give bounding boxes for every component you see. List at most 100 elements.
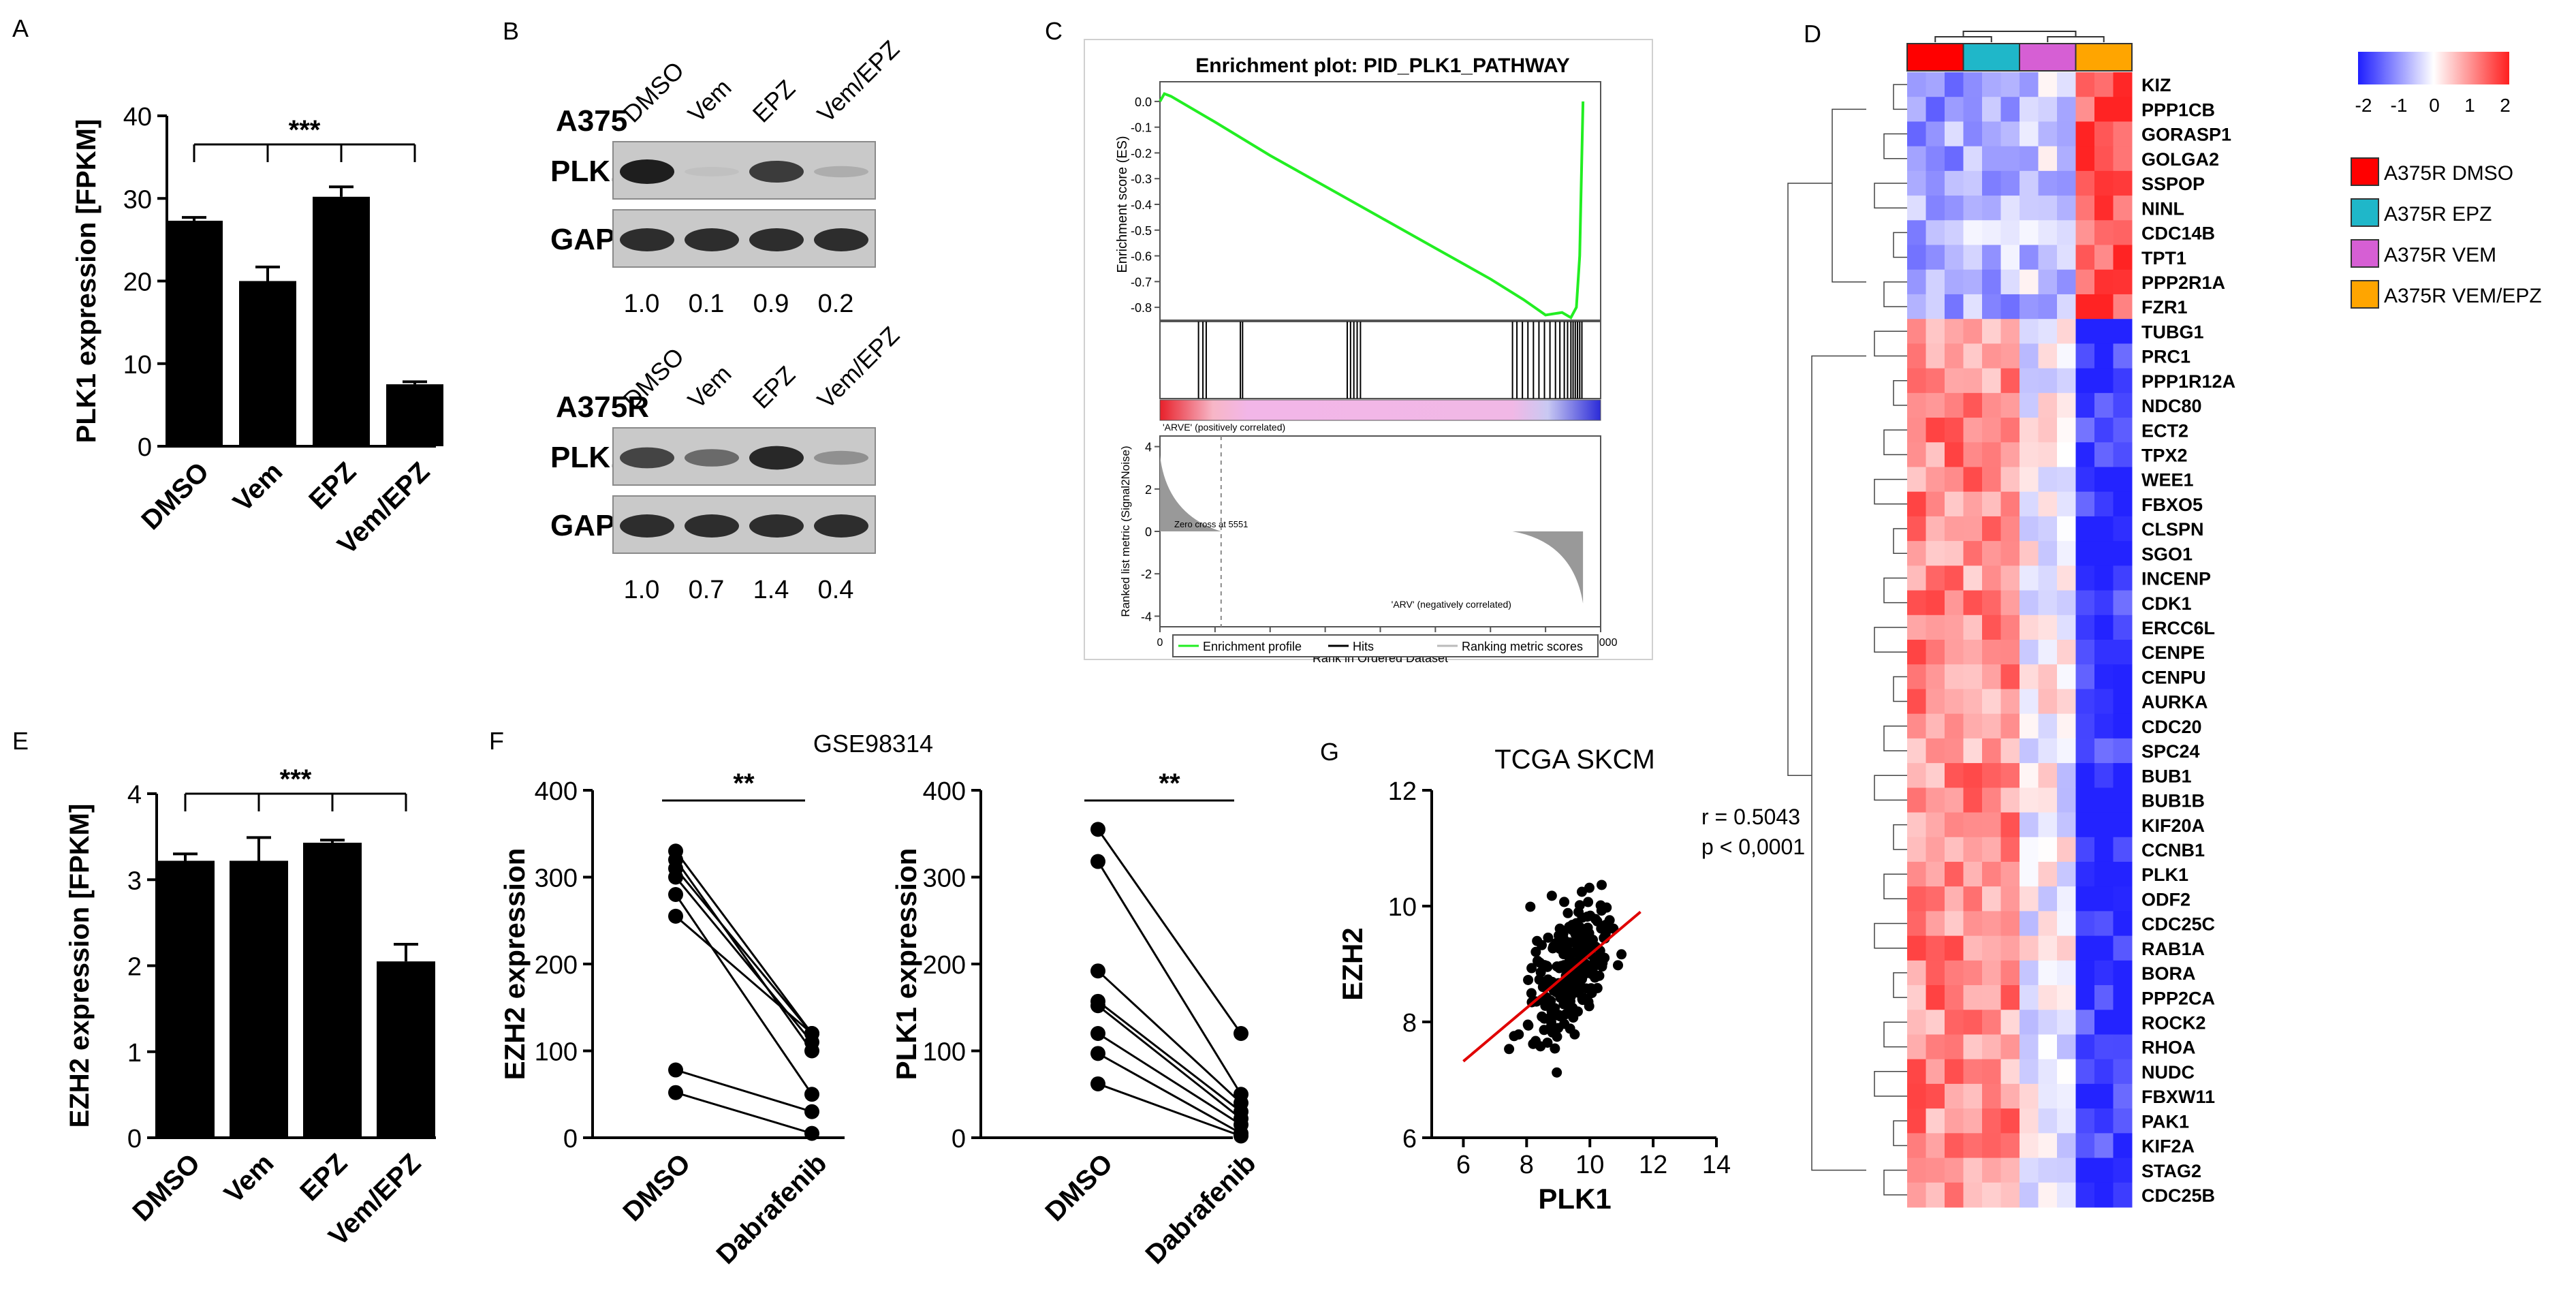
- heatmap-cell: [1945, 491, 1964, 517]
- heatmap-cell: [2020, 516, 2039, 542]
- row-dendrogram: [1874, 330, 1907, 357]
- heatmap-cell: [1926, 442, 1945, 467]
- heatmap-cell: [2020, 1059, 2039, 1085]
- heatmap-cell: [2020, 590, 2039, 616]
- heatmap-cell: [2057, 590, 2076, 616]
- significance-label: ***: [289, 115, 321, 145]
- heatmap-cell: [2075, 1083, 2095, 1109]
- heatmap-cell: [2113, 1108, 2133, 1134]
- gene-label: CENPU: [2141, 667, 2206, 687]
- heatmap-cell: [1907, 640, 1926, 665]
- heatmap-cell: [2020, 343, 2039, 369]
- gene-label: NUDC: [2141, 1062, 2195, 1083]
- band-quantification: 1.4: [753, 576, 789, 604]
- heatmap-cell: [2075, 516, 2095, 542]
- paired-plot-plk1: 0 100 200 300 400 PLK1 expression DMSO Dabrafen…: [890, 768, 1261, 1270]
- heatmap-cell: [2113, 245, 2133, 270]
- y-tick-label: 30: [123, 185, 152, 214]
- heatmap-cell: [1907, 861, 1926, 887]
- scatter-point: [1572, 974, 1583, 985]
- heatmap-cell: [1963, 1108, 1983, 1134]
- heatmap-cell: [1982, 491, 2001, 517]
- heatmap-cell: [2020, 418, 2039, 443]
- x-axis-title: PLK1: [1538, 1183, 1611, 1215]
- heatmap-cell: [2113, 664, 2133, 689]
- scale-tick-label: -1: [2391, 95, 2408, 116]
- y-tick-label: 10: [1388, 893, 1417, 922]
- heatmap-cell: [1945, 1182, 1964, 1208]
- heatmap-cell: [2113, 392, 2133, 418]
- bar: [313, 196, 370, 446]
- heatmap-cell: [1926, 935, 1945, 961]
- heatmap-cell: [2000, 664, 2020, 689]
- heatmap-cell: [1907, 1059, 1926, 1085]
- scatter-point: [1509, 1031, 1520, 1042]
- row-dendrogram: [1893, 1120, 1907, 1147]
- blot-band: [620, 159, 674, 184]
- heatmap-cell: [1982, 935, 2001, 961]
- heatmap-cell: [2094, 294, 2114, 320]
- heatmap-cell: [2113, 640, 2133, 665]
- heatmap-cell: [2038, 935, 2058, 961]
- heatmap-cell: [2038, 960, 2058, 986]
- heatmap-cell: [1982, 1010, 2001, 1035]
- heatmap-cell: [2094, 640, 2114, 665]
- heatmap-cell: [2075, 590, 2095, 616]
- heatmap-cell: [2113, 1083, 2133, 1109]
- heatmap-cell: [2094, 196, 2114, 221]
- gene-label: CDC25C: [2141, 914, 2215, 935]
- heatmap-cell: [2038, 689, 2058, 715]
- heatmap-cell: [1926, 565, 1945, 591]
- y-tick-label: 200: [923, 951, 966, 980]
- scatter-point: [1571, 938, 1582, 949]
- heatmap-cell: [2057, 1059, 2076, 1085]
- y-tick-label: 0: [952, 1125, 966, 1153]
- heatmap-cell: [1907, 72, 1926, 97]
- heatmap-cell: [2057, 738, 2076, 764]
- heatmap-cell: [2038, 516, 2058, 542]
- legend-label: Enrichment profile: [1203, 640, 1302, 653]
- panel-letter-b: B: [503, 17, 519, 45]
- heatmap-cell: [1926, 392, 1945, 418]
- heatmap-cell: [2113, 935, 2133, 961]
- band-quantification: 0.7: [689, 576, 725, 604]
- heatmap-cell: [2075, 467, 2095, 493]
- heatmap-cell: [1945, 590, 1964, 616]
- heatmap-cell: [2020, 392, 2039, 418]
- heatmap-cell: [1926, 269, 1945, 295]
- gene-label: BORA: [2141, 963, 2196, 984]
- heatmap-cell: [2094, 1083, 2114, 1109]
- heatmap-cell: [1926, 689, 1945, 715]
- scatter-point: [1537, 939, 1548, 950]
- heatmap-cell: [2113, 72, 2133, 97]
- heatmap-cell: [2000, 319, 2020, 344]
- heatmap-cell: [2057, 72, 2076, 97]
- heatmap-cell: [2020, 960, 2039, 986]
- heatmap-cell: [2075, 146, 2095, 172]
- heatmap-cell: [1926, 1083, 1945, 1109]
- heatmap-cell: [2075, 541, 2095, 566]
- heatmap-cell: [1926, 812, 1945, 838]
- blot-band: [749, 228, 804, 251]
- heatmap-cell: [1982, 886, 2001, 912]
- y-tick-label: 20: [123, 268, 152, 297]
- heatmap-cell: [1945, 763, 1964, 788]
- heatmap-cell: [2113, 319, 2133, 344]
- heatmap-cell: [1963, 861, 1983, 887]
- heatmap-cell: [2020, 1083, 2039, 1109]
- gene-label: NINL: [2141, 198, 2184, 219]
- heatmap-cell: [1926, 245, 1945, 270]
- heatmap-cell: [1945, 738, 1964, 764]
- heatmap-cell: [2020, 738, 2039, 764]
- es-y-tick-label: -0.4: [1131, 198, 1152, 212]
- heatmap-cell: [2113, 590, 2133, 616]
- pair-line: [1097, 970, 1242, 1104]
- heatmap-cell: [1963, 491, 1983, 517]
- scatter-point: [1556, 961, 1567, 972]
- heatmap-cell: [2038, 97, 2058, 122]
- heatmap-cell: [2020, 664, 2039, 689]
- heatmap-cell: [1926, 72, 1945, 97]
- legend-label: A375R VEM: [2384, 244, 2496, 266]
- heatmap-cell: [2094, 763, 2114, 788]
- pair-line: [674, 850, 813, 1034]
